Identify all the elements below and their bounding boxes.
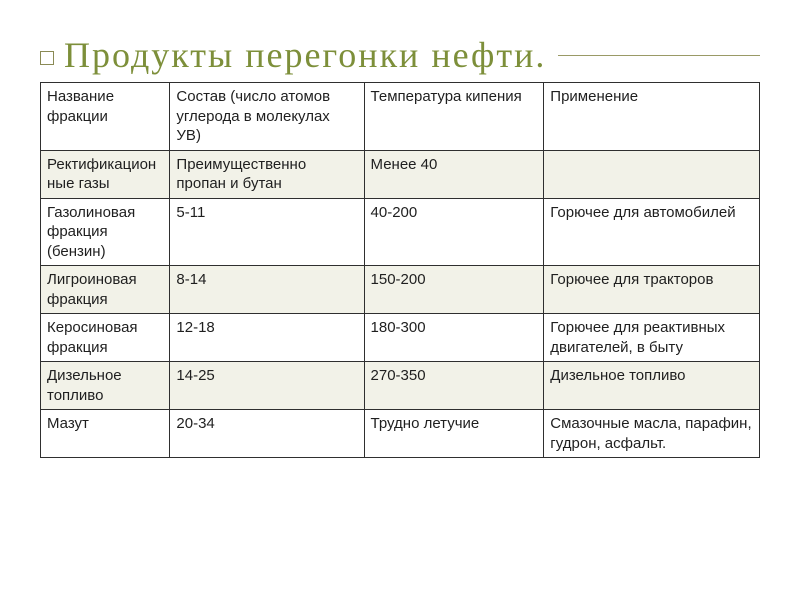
cell: Мазут bbox=[41, 410, 170, 458]
table-row: Ректификационные газы Преимущественно пр… bbox=[41, 150, 760, 198]
cell: Смазочные масла, парафин, гудрон, асфаль… bbox=[544, 410, 760, 458]
cell: Дизельное топливо bbox=[544, 362, 760, 410]
col-header: Название фракции bbox=[41, 83, 170, 151]
cell: 270-350 bbox=[364, 362, 544, 410]
slide: Продукты перегонки нефти. Название фракц… bbox=[20, 20, 780, 580]
table-row: Керосиновая фракция 12-18 180-300 Горюче… bbox=[41, 314, 760, 362]
cell: 40-200 bbox=[364, 198, 544, 266]
table-row: Мазут 20-34 Трудно летучие Смазочные мас… bbox=[41, 410, 760, 458]
cell: Горючее для реактивных двигателей, в быт… bbox=[544, 314, 760, 362]
cell: 150-200 bbox=[364, 266, 544, 314]
cell: 12-18 bbox=[170, 314, 364, 362]
title-bullet-icon bbox=[40, 51, 54, 65]
slide-title: Продукты перегонки нефти. bbox=[40, 34, 558, 76]
cell: Лигроиновая фракция bbox=[41, 266, 170, 314]
col-header: Температура кипения bbox=[364, 83, 544, 151]
table-header-row: Название фракции Состав (число атомов уг… bbox=[41, 83, 760, 151]
cell: Керосиновая фракция bbox=[41, 314, 170, 362]
cell: Менее 40 bbox=[364, 150, 544, 198]
cell: Горючее для тракторов bbox=[544, 266, 760, 314]
table-row: Лигроиновая фракция 8-14 150-200 Горючее… bbox=[41, 266, 760, 314]
cell: 20-34 bbox=[170, 410, 364, 458]
cell bbox=[544, 150, 760, 198]
col-header: Состав (число атомов углерода в молекула… bbox=[170, 83, 364, 151]
cell: Преимущественно пропан и бутан bbox=[170, 150, 364, 198]
cell: 180-300 bbox=[364, 314, 544, 362]
cell: Газолиновая фракция (бензин) bbox=[41, 198, 170, 266]
cell: 14-25 bbox=[170, 362, 364, 410]
cell: Горючее для автомобилей bbox=[544, 198, 760, 266]
title-text: Продукты перегонки нефти. bbox=[64, 35, 546, 75]
fractions-table: Название фракции Состав (число атомов уг… bbox=[40, 82, 760, 458]
col-header: Применение bbox=[544, 83, 760, 151]
cell: Дизельное топливо bbox=[41, 362, 170, 410]
cell: 8-14 bbox=[170, 266, 364, 314]
cell: Трудно летучие bbox=[364, 410, 544, 458]
table-row: Дизельное топливо 14-25 270-350 Дизельно… bbox=[41, 362, 760, 410]
cell: 5-11 bbox=[170, 198, 364, 266]
title-wrap: Продукты перегонки нефти. bbox=[40, 34, 760, 76]
table-row: Газолиновая фракция (бензин) 5-11 40-200… bbox=[41, 198, 760, 266]
cell: Ректификационные газы bbox=[41, 150, 170, 198]
